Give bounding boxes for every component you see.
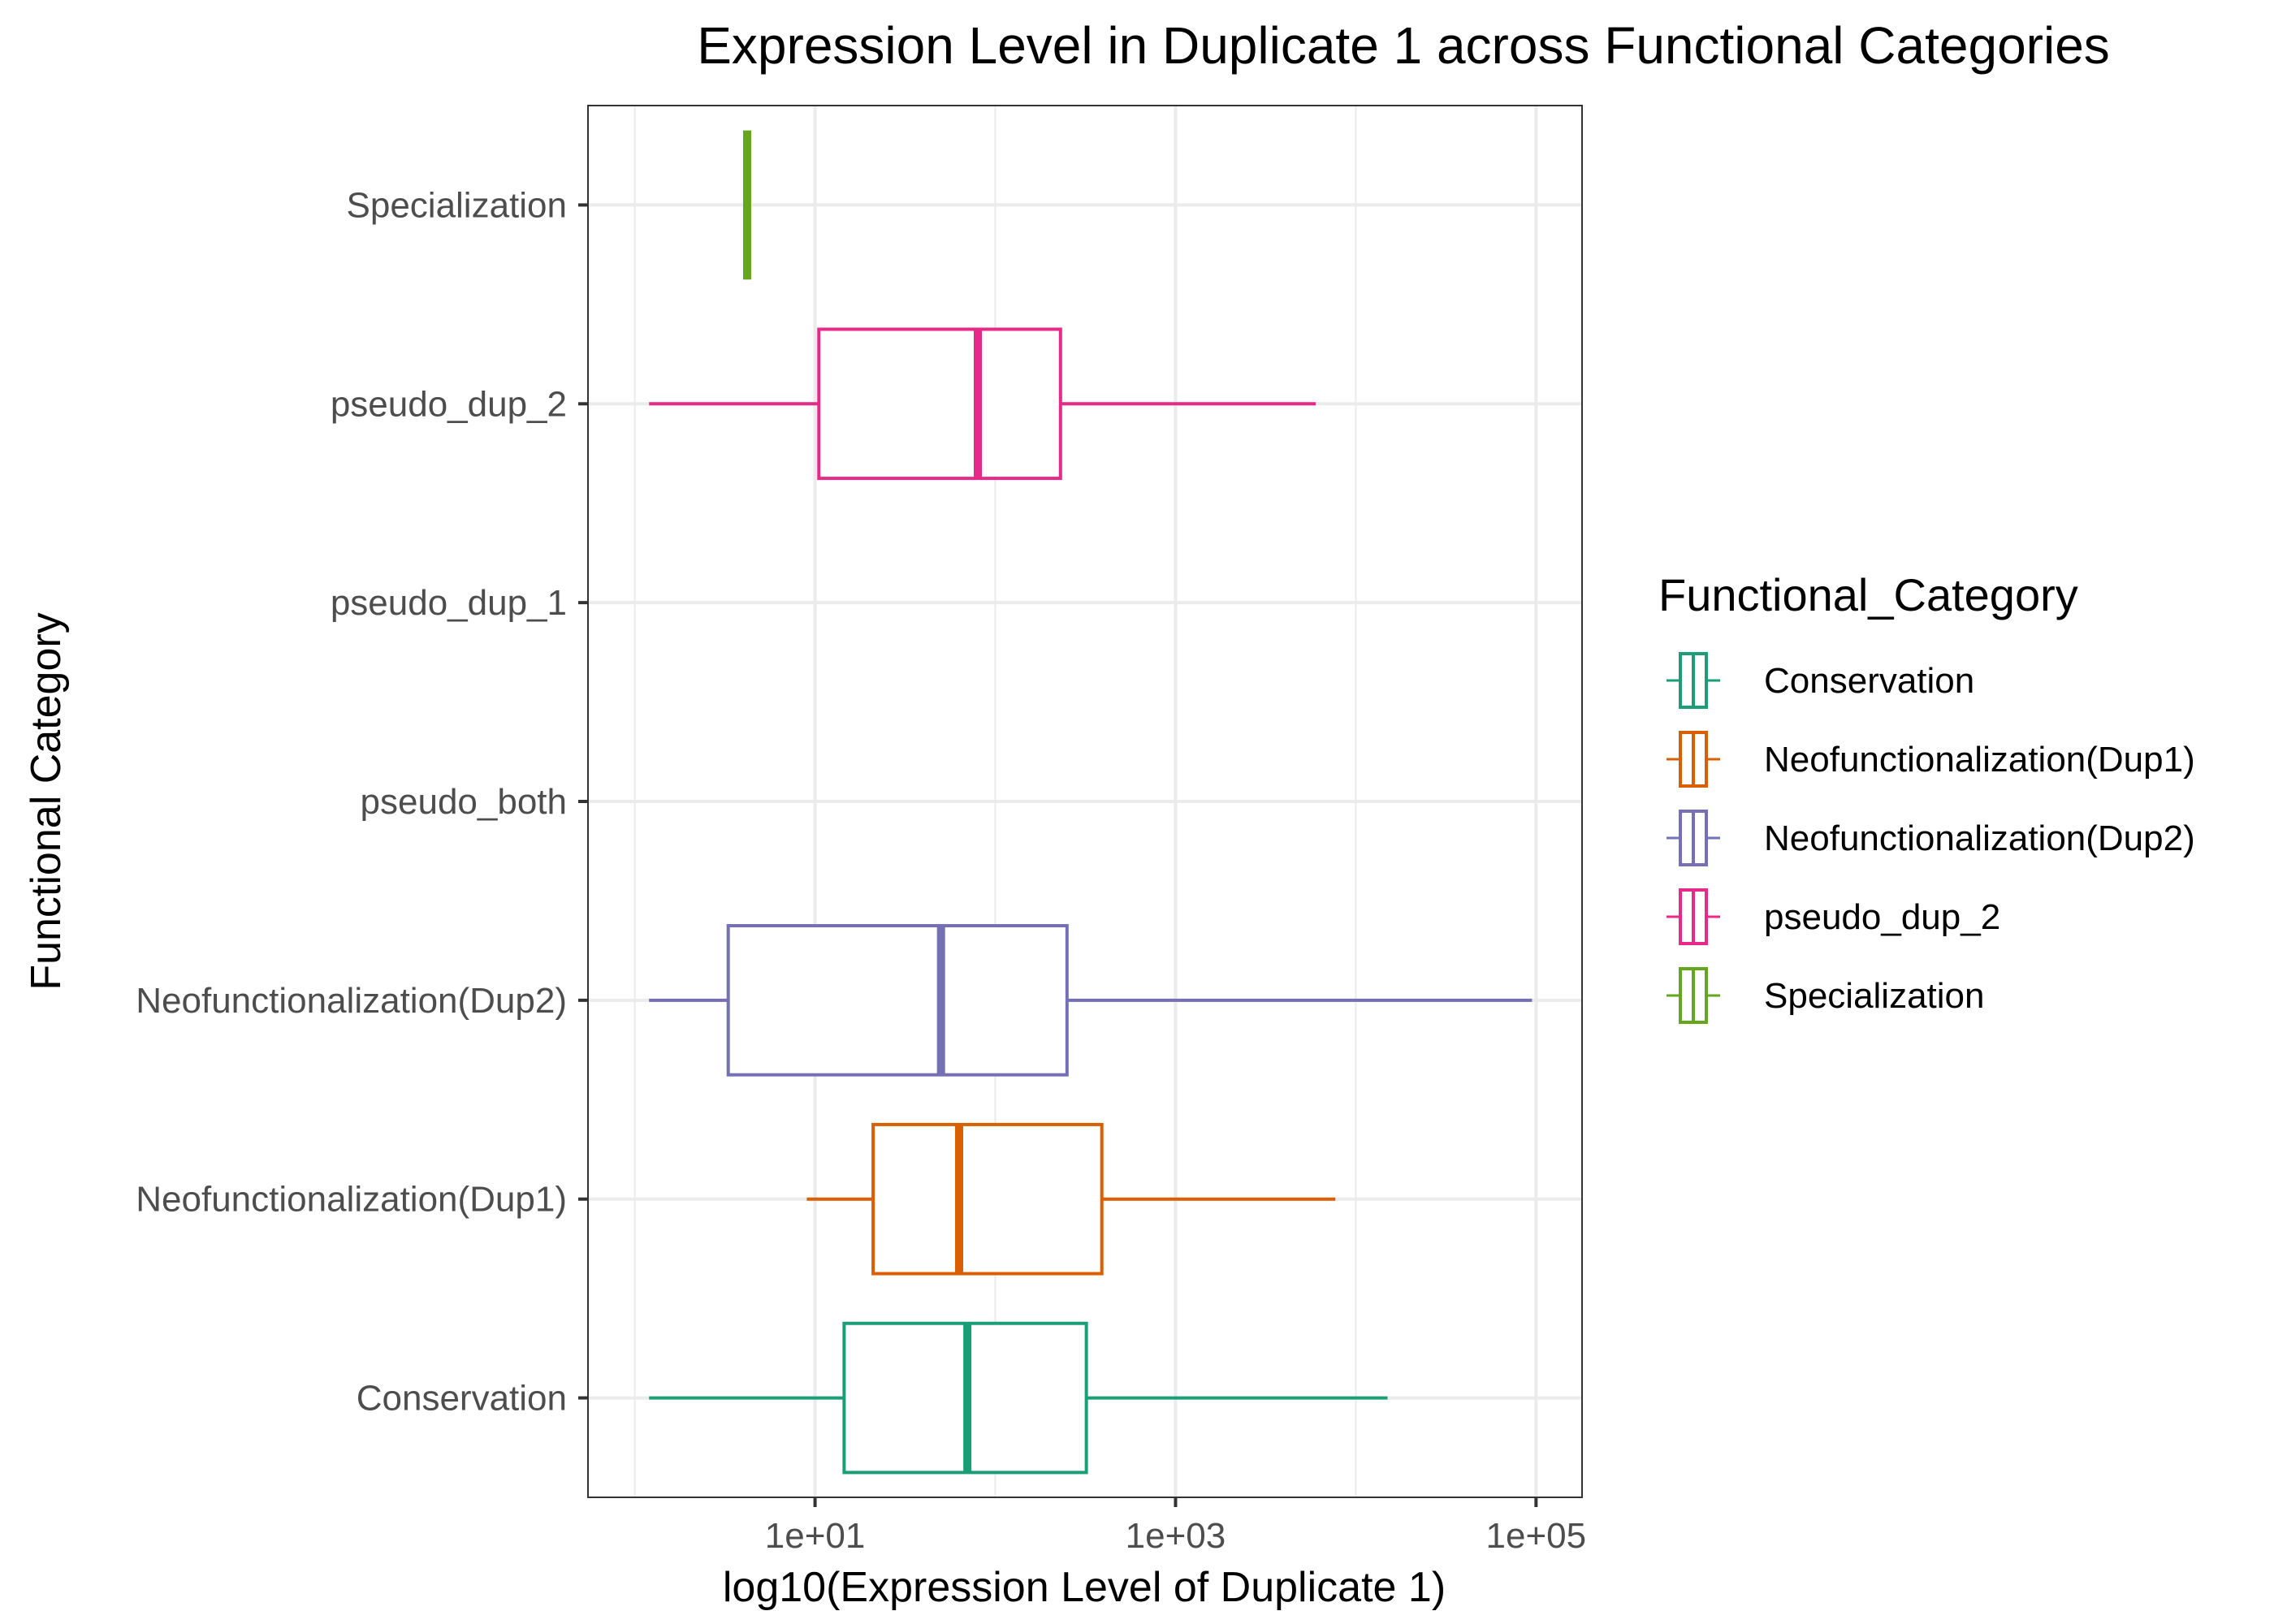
y-tick-label: Neofunctionalization(Dup1) <box>136 1180 567 1220</box>
x-tick-label: 1e+03 <box>1126 1516 1226 1556</box>
legend-label: Neofunctionalization(Dup1) <box>1764 740 2195 780</box>
box-iqr <box>871 1122 1104 1276</box>
y-tick-label: pseudo_dup_2 <box>331 384 567 424</box>
legend-label: pseudo_dup_2 <box>1764 897 2000 937</box>
y-tick-label: Neofunctionalization(Dup2) <box>136 981 567 1021</box>
legend-item: Neofunctionalization(Dup2) <box>1667 810 2195 866</box>
plot-panel <box>587 105 1583 1498</box>
x-axis-label: log10(Expression Level of Duplicate 1) <box>723 1564 1446 1611</box>
box-iqr <box>726 924 1069 1077</box>
legend-item: Neofunctionalization(Dup1) <box>1667 731 2195 788</box>
chart-title: Expression Level in Duplicate 1 across F… <box>697 16 2110 75</box>
box-conservation <box>649 1321 1388 1475</box>
legend-item: Conservation <box>1667 652 1974 709</box>
legend: Functional_Category Conservation Neofunct… <box>1658 569 2195 1024</box>
x-axis-ticks: 1e+01 1e+03 1e+05 <box>765 1497 1586 1556</box>
legend-title: Functional_Category <box>1658 569 2078 620</box>
y-tick-label: Conservation <box>357 1379 567 1419</box>
y-axis-ticks: Conservation Neofunctionalization(Dup1) Ne… <box>136 185 588 1419</box>
box-neofunctionalization-dup2 <box>649 924 1533 1077</box>
box-iqr <box>817 327 1062 481</box>
legend-items: Conservation Neofunctionalization(Dup1) Ne… <box>1667 652 2195 1024</box>
legend-item: pseudo_dup_2 <box>1667 888 2000 945</box>
box-neofunctionalization-dup1 <box>806 1122 1336 1276</box>
x-tick-label: 1e+05 <box>1486 1516 1587 1556</box>
x-tick-label: 1e+01 <box>765 1516 866 1556</box>
y-tick-label: Specialization <box>347 185 568 225</box>
legend-label: Neofunctionalization(Dup2) <box>1764 818 2195 858</box>
legend-label: Conservation <box>1764 661 1974 701</box>
y-tick-label: pseudo_dup_1 <box>331 583 567 623</box>
box-pseudo-dup-2 <box>649 327 1316 481</box>
legend-label: Specialization <box>1764 976 1985 1016</box>
box-layer <box>649 130 1533 1475</box>
y-axis-label: Functional Category <box>23 612 70 990</box>
y-tick-label: pseudo_both <box>361 782 567 822</box>
legend-item: Specialization <box>1667 967 1985 1024</box>
